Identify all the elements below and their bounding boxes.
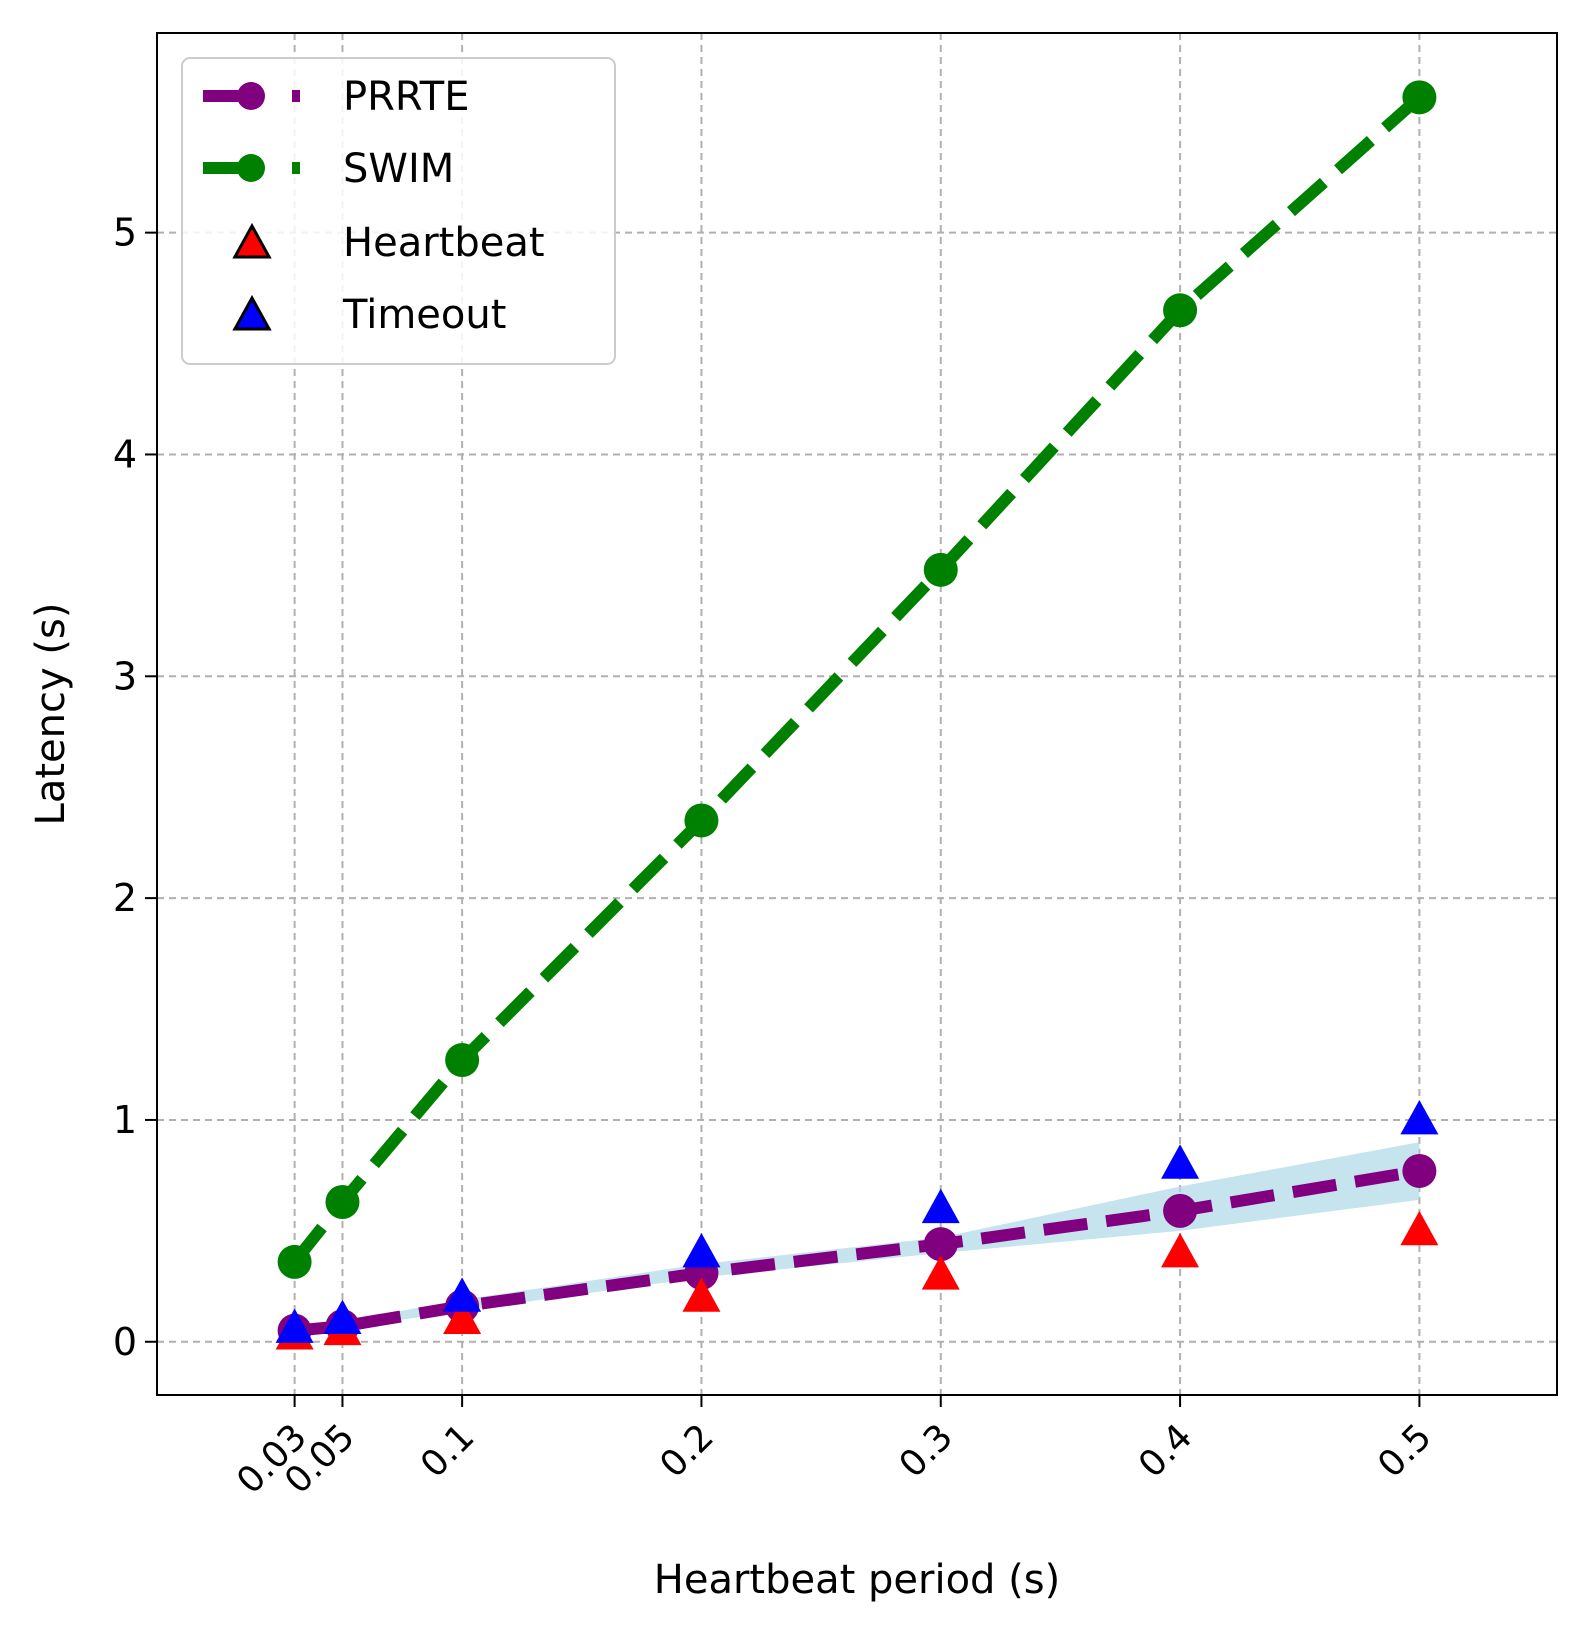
swim-point: [923, 552, 958, 587]
timeout-point: [443, 1277, 482, 1312]
legend-box: [181, 57, 616, 365]
y-axis-label: Latency (s): [28, 603, 74, 826]
swim-point: [1402, 80, 1437, 115]
swim-point: [445, 1043, 480, 1078]
timeout-point: [1161, 1144, 1200, 1179]
y-tick-label: 4: [113, 432, 137, 476]
prrte-point: [923, 1227, 958, 1262]
heartbeat-point: [682, 1277, 721, 1312]
heartbeat-point: [921, 1255, 960, 1290]
series-layer: [275, 80, 1439, 1350]
timeout-point: [682, 1233, 721, 1268]
y-tick-label: 2: [113, 876, 137, 920]
legend-swim-marker: [237, 154, 265, 182]
swim-point: [325, 1185, 360, 1220]
heartbeat-point: [1400, 1210, 1439, 1246]
heartbeat-point: [1161, 1233, 1200, 1268]
plot-frame: [156, 32, 1558, 1396]
timeout-point: [323, 1299, 362, 1334]
legend-timeout-marker: [232, 294, 272, 331]
legend-prrte-label: PRRTE: [343, 74, 470, 120]
x-axis-label: Heartbeat period (s): [654, 1557, 1060, 1603]
timeout-point: [921, 1188, 960, 1224]
y-tick-label: 1: [113, 1098, 137, 1142]
prrte-point: [1163, 1193, 1198, 1228]
legend-heartbeat-marker: [232, 222, 272, 259]
timeout-point: [1400, 1099, 1439, 1135]
legend-swim-label: SWIM: [343, 146, 454, 192]
legend: PRRTE SWIM Heartbeat Timeout: [181, 57, 616, 365]
y-tick-label: 0: [113, 1320, 137, 1364]
timeout-point: [275, 1308, 314, 1343]
heartbeat-point: [443, 1299, 482, 1334]
legend-timeout-label: Timeout: [342, 292, 506, 338]
y-tick-label: 3: [113, 654, 137, 698]
swim-point: [684, 803, 719, 838]
legend-prrte-marker: [237, 82, 265, 110]
swim-point: [1163, 293, 1198, 328]
y-tick-label: 5: [113, 211, 137, 255]
y-axis-ticks: 0 1 2 3 4 5: [113, 211, 157, 1364]
legend-heartbeat-label: Heartbeat: [343, 220, 545, 266]
prrte-point: [1402, 1153, 1437, 1188]
swim-point: [277, 1244, 312, 1279]
